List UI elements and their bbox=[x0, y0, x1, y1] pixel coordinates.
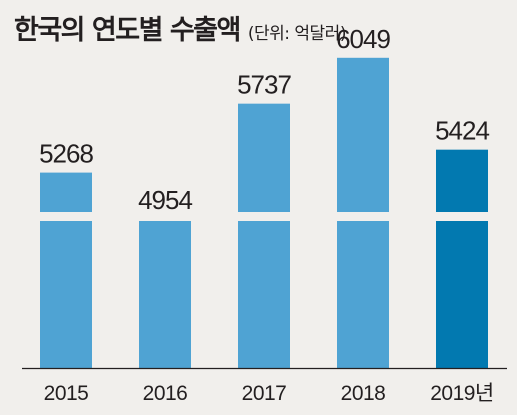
category-label-2019년: 2019년 bbox=[430, 382, 494, 405]
bar-2016 bbox=[139, 218, 191, 368]
value-label-2019년: 5424 bbox=[435, 116, 489, 146]
bar-2015 bbox=[40, 172, 92, 368]
bar-2017 bbox=[238, 103, 290, 368]
chart-title: 한국의 연도별 수출액 bbox=[14, 15, 241, 46]
category-label-2015: 2015 bbox=[44, 382, 89, 405]
bars-group bbox=[39, 57, 489, 369]
category-label-2016: 2016 bbox=[143, 382, 188, 405]
value-label-2016: 4954 bbox=[138, 185, 192, 215]
axis-break-2015 bbox=[39, 212, 93, 221]
value-label-2015: 5268 bbox=[39, 139, 93, 169]
title-row: 한국의 연도별 수출액 (단위: 억달러) bbox=[14, 8, 346, 48]
value-label-2017: 5737 bbox=[237, 70, 291, 100]
unit-label: (단위: 억달러) bbox=[247, 24, 347, 44]
bar-2019년 bbox=[436, 149, 488, 368]
axis-break-2019년 bbox=[435, 212, 489, 221]
axis-break-2016 bbox=[138, 212, 192, 221]
axis-break-2018 bbox=[336, 212, 390, 221]
category-label-2017: 2017 bbox=[242, 382, 287, 405]
category-label-2018: 2018 bbox=[341, 382, 386, 405]
value-label-2018: 6049 bbox=[336, 24, 390, 54]
axis-break-2017 bbox=[237, 212, 291, 221]
labels-group: 5268 2015 4954 2016 5737 2017 6049 2018 5424 2019… bbox=[39, 24, 494, 405]
